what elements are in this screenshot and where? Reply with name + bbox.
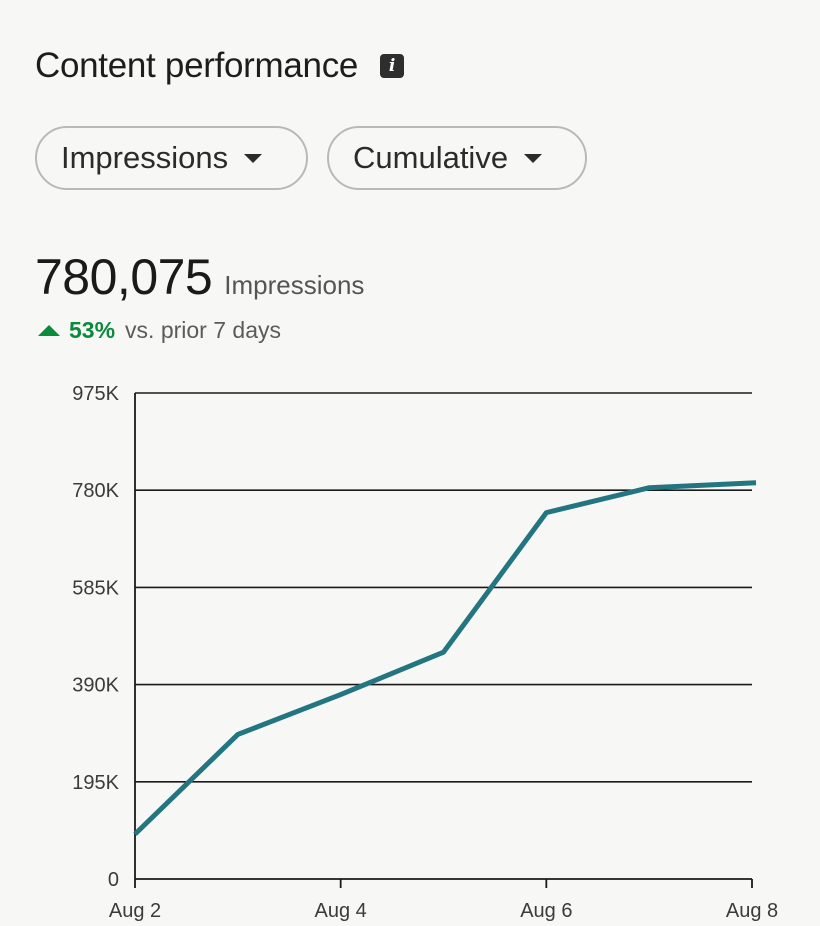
y-tick-label: 390K [72,675,119,697]
change-percent: 53% [69,317,116,343]
summary: 780,075 Impressions [35,248,364,306]
y-tick-label: 195K [72,772,119,794]
caret-down-icon [244,153,263,163]
change-text: vs. prior 7 days [125,317,281,343]
y-tick-label: 975K [72,383,119,405]
page-title: Content performance [35,46,359,85]
x-tick-label: Aug 2 [109,900,161,922]
y-tick-label: 780K [72,480,119,502]
total-impressions-value: 780,075 [35,249,213,305]
y-tick-label: 585K [72,577,119,599]
total-impressions-unit: Impressions [224,270,365,300]
x-tick-label: Aug 4 [315,900,367,922]
mode-dropdown-button[interactable]: Cumulative [327,126,587,190]
x-tick-label: Aug 6 [520,900,572,922]
caret-down-icon [524,153,543,163]
impressions-line-chart: 0 195K 390K 585K 780K 975K Aug 2 Aug 4 Aug 6 Aug … [72,383,778,922]
change-indicator: 53% vs. prior 7 days [38,317,281,344]
metric-dropdown-label: Impressions [61,140,229,175]
triangle-up-icon [38,325,60,336]
x-tick-label: Aug 8 [726,900,778,922]
y-tick-label: 0 [108,869,119,891]
metric-dropdown-button[interactable]: Impressions [35,126,308,190]
mode-dropdown-label: Cumulative [353,140,509,175]
info-icon[interactable]: i [380,54,405,78]
header: Content performance i [35,46,405,86]
series-line [133,480,757,836]
